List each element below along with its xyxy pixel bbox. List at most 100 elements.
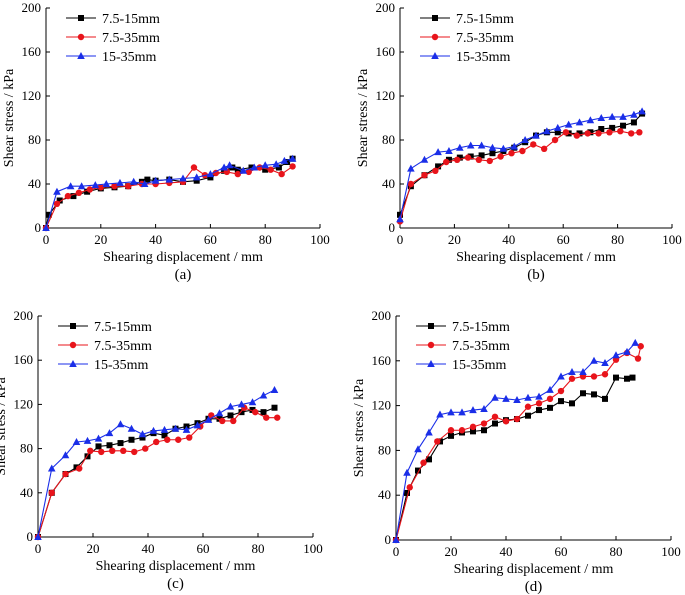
data-point — [42, 224, 50, 231]
data-point — [165, 175, 174, 183]
data-point — [445, 156, 452, 163]
data-point — [458, 408, 466, 416]
legend-marker — [70, 323, 76, 329]
data-point — [491, 413, 499, 420]
y-tick-label: 120 — [22, 88, 42, 103]
data-point — [111, 183, 118, 190]
data-point — [234, 166, 241, 173]
x-tick-label: 60 — [557, 232, 570, 247]
data-point — [72, 437, 81, 445]
data-point — [557, 372, 565, 380]
y-tick-label: 80 — [382, 132, 395, 147]
series-line — [37, 407, 278, 538]
data-point — [628, 130, 635, 137]
data-point — [573, 132, 580, 139]
y-tick-label: 200 — [22, 0, 42, 15]
data-point — [175, 436, 182, 443]
data-point — [94, 434, 103, 442]
data-point — [420, 155, 429, 163]
data-point — [160, 425, 169, 433]
x-tick-label: 100 — [661, 544, 681, 559]
data-point — [489, 150, 496, 157]
series-15-35mm — [42, 154, 297, 231]
data-point — [106, 442, 113, 449]
data-point — [488, 143, 497, 151]
data-point — [619, 112, 627, 120]
data-point — [102, 180, 111, 187]
data-point — [164, 436, 171, 443]
data-point — [624, 375, 630, 382]
data-point — [575, 118, 584, 126]
y-tick-label: 120 — [14, 396, 34, 411]
data-point — [617, 128, 624, 135]
data-point — [595, 130, 602, 137]
data-point — [120, 447, 127, 455]
x-tick-label: 40 — [502, 232, 515, 247]
data-point — [470, 428, 476, 435]
data-point — [540, 145, 548, 152]
data-point — [597, 114, 606, 121]
data-point — [536, 407, 542, 414]
data-point — [623, 347, 631, 355]
x-tick-label: 0 — [393, 544, 400, 559]
y-tick-label: 200 — [14, 308, 34, 323]
x-tick-label: 40 — [149, 232, 162, 247]
legend-marker — [77, 52, 85, 59]
data-point — [620, 122, 627, 129]
data-point — [524, 403, 532, 410]
data-point — [532, 131, 540, 139]
data-point — [491, 393, 499, 401]
data-point — [443, 158, 450, 166]
data-point — [186, 434, 193, 441]
data-point — [584, 130, 591, 137]
y-axis-label: Shear stress / kPa — [2, 68, 17, 167]
data-point — [249, 406, 256, 413]
legend-entry: 7.5-15mm — [102, 12, 160, 27]
data-point — [179, 174, 187, 182]
legend-entry: 7.5-35mm — [102, 31, 160, 46]
series-7-5-35mm — [42, 163, 296, 232]
x-tick-label: 80 — [610, 544, 623, 559]
data-point — [280, 156, 289, 164]
data-point — [237, 400, 246, 408]
panel-label: (b) — [527, 267, 545, 283]
data-point — [499, 144, 508, 152]
data-point — [601, 359, 609, 367]
data-point — [634, 355, 642, 362]
data-point — [513, 415, 521, 423]
legend-entry: 15-35mm — [452, 358, 507, 373]
data-point — [630, 119, 637, 126]
data-point — [226, 402, 235, 410]
data-point — [131, 448, 138, 456]
data-point — [206, 170, 215, 178]
data-point — [116, 420, 125, 428]
data-point — [612, 351, 620, 359]
data-point — [397, 211, 403, 218]
y-axis-label: Shear stress / kPa — [0, 377, 9, 476]
data-point — [62, 470, 69, 478]
data-point — [95, 443, 102, 450]
data-point — [480, 420, 488, 427]
data-point — [586, 116, 595, 124]
data-point — [272, 160, 280, 168]
data-point — [239, 166, 248, 174]
data-point — [502, 418, 510, 425]
data-point — [97, 184, 105, 191]
data-point — [207, 174, 214, 181]
data-point — [34, 533, 42, 540]
x-axis-label: Shearing displacement / mm — [456, 250, 616, 265]
data-point — [525, 412, 531, 419]
data-point — [568, 375, 576, 382]
panel-label: (a) — [175, 267, 192, 283]
data-point — [447, 427, 455, 434]
data-point — [77, 182, 86, 190]
data-point — [84, 453, 91, 460]
data-point — [212, 169, 220, 177]
x-axis-label: Shearing displacement / mm — [454, 562, 614, 577]
data-point — [161, 432, 168, 439]
data-point — [426, 456, 432, 463]
y-axis-label: Shear stress / kPa — [356, 68, 371, 167]
x-tick-label: 100 — [303, 541, 323, 556]
series-line — [37, 389, 275, 538]
legend-entry: 7.5-15mm — [94, 320, 152, 335]
